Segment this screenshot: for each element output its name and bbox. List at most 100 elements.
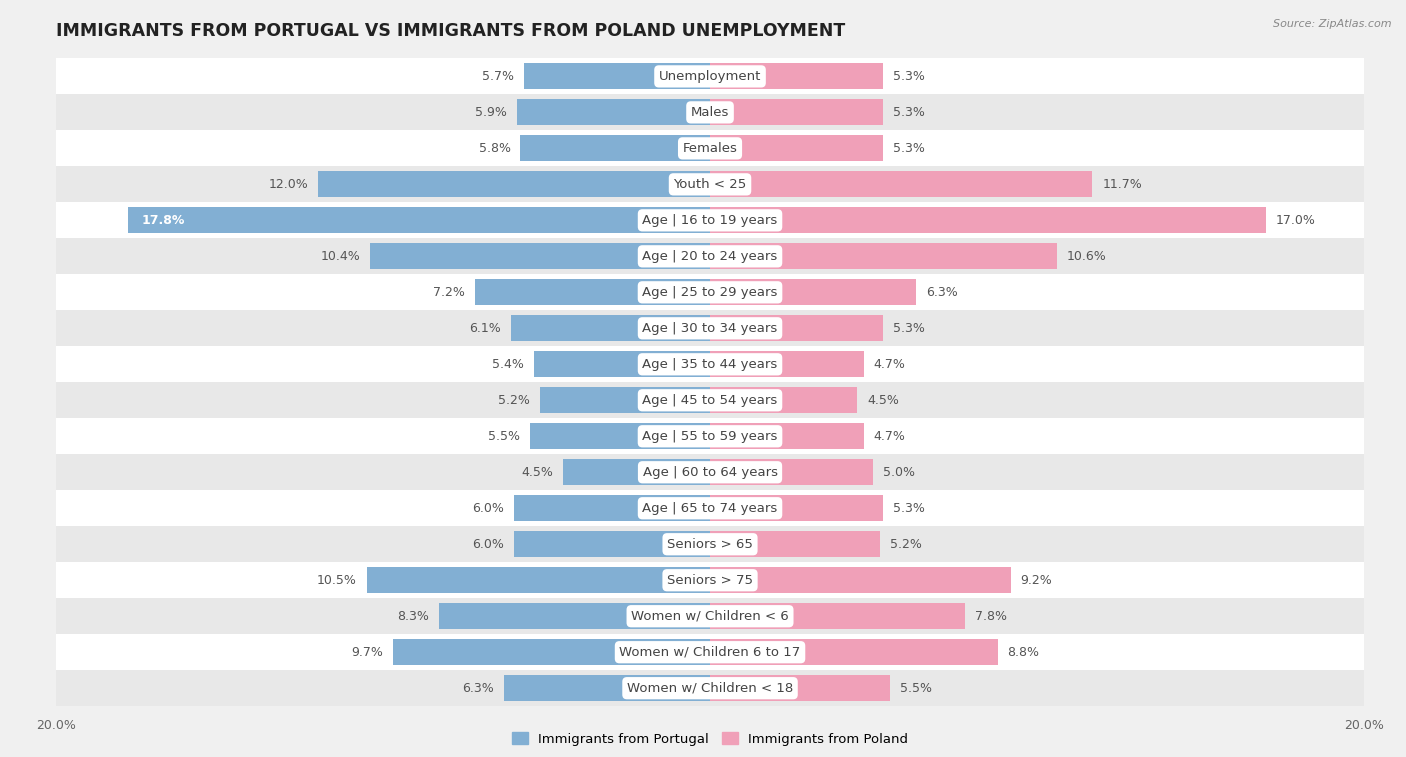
Bar — [710, 639, 998, 665]
Text: Age | 16 to 19 years: Age | 16 to 19 years — [643, 213, 778, 227]
Bar — [56, 382, 1364, 419]
Text: 12.0%: 12.0% — [269, 178, 308, 191]
Text: Women w/ Children 6 to 17: Women w/ Children 6 to 17 — [620, 646, 800, 659]
Text: 5.3%: 5.3% — [893, 322, 925, 335]
Text: 7.2%: 7.2% — [433, 286, 465, 299]
Bar — [710, 675, 890, 701]
Text: 6.0%: 6.0% — [472, 502, 505, 515]
Text: 5.7%: 5.7% — [482, 70, 515, 83]
Bar — [710, 388, 858, 413]
Bar — [56, 346, 1364, 382]
Text: Age | 45 to 54 years: Age | 45 to 54 years — [643, 394, 778, 407]
Bar — [56, 562, 1364, 598]
Text: 10.4%: 10.4% — [321, 250, 360, 263]
Bar — [562, 459, 710, 485]
Bar — [439, 603, 710, 629]
Bar — [367, 567, 710, 593]
Bar — [523, 64, 710, 89]
Bar — [56, 634, 1364, 670]
Bar — [318, 171, 710, 198]
Bar — [392, 639, 710, 665]
Bar — [370, 243, 710, 269]
Bar — [56, 202, 1364, 238]
Bar — [710, 207, 1265, 233]
Bar — [56, 95, 1364, 130]
Text: 7.8%: 7.8% — [974, 609, 1007, 623]
Bar — [530, 423, 710, 449]
Text: 17.8%: 17.8% — [141, 213, 184, 227]
Text: 9.2%: 9.2% — [1021, 574, 1052, 587]
Text: 9.7%: 9.7% — [352, 646, 382, 659]
Bar — [56, 167, 1364, 202]
Bar — [710, 279, 915, 305]
Bar — [515, 495, 710, 522]
Bar — [710, 423, 863, 449]
Text: Age | 30 to 34 years: Age | 30 to 34 years — [643, 322, 778, 335]
Bar — [56, 598, 1364, 634]
Text: Females: Females — [682, 142, 738, 155]
Text: 5.8%: 5.8% — [478, 142, 510, 155]
Text: 8.8%: 8.8% — [1008, 646, 1039, 659]
Text: Youth < 25: Youth < 25 — [673, 178, 747, 191]
Legend: Immigrants from Portugal, Immigrants from Poland: Immigrants from Portugal, Immigrants fro… — [506, 727, 914, 751]
Text: Women w/ Children < 18: Women w/ Children < 18 — [627, 682, 793, 695]
Text: 5.5%: 5.5% — [900, 682, 932, 695]
Text: 10.5%: 10.5% — [318, 574, 357, 587]
Text: IMMIGRANTS FROM PORTUGAL VS IMMIGRANTS FROM POLAND UNEMPLOYMENT: IMMIGRANTS FROM PORTUGAL VS IMMIGRANTS F… — [56, 22, 845, 40]
Bar — [710, 459, 873, 485]
Text: Age | 25 to 29 years: Age | 25 to 29 years — [643, 286, 778, 299]
Text: 5.9%: 5.9% — [475, 106, 508, 119]
Bar — [710, 351, 863, 377]
Text: 5.2%: 5.2% — [498, 394, 530, 407]
Text: 5.3%: 5.3% — [893, 142, 925, 155]
Bar — [710, 243, 1056, 269]
Bar — [56, 526, 1364, 562]
Text: Source: ZipAtlas.com: Source: ZipAtlas.com — [1274, 19, 1392, 29]
Text: Unemployment: Unemployment — [659, 70, 761, 83]
Text: Age | 35 to 44 years: Age | 35 to 44 years — [643, 358, 778, 371]
Bar — [56, 130, 1364, 167]
Bar — [710, 567, 1011, 593]
Text: 6.3%: 6.3% — [925, 286, 957, 299]
Bar — [510, 316, 710, 341]
Text: 10.6%: 10.6% — [1066, 250, 1107, 263]
Text: Age | 60 to 64 years: Age | 60 to 64 years — [643, 466, 778, 478]
Text: 5.3%: 5.3% — [893, 106, 925, 119]
Text: 5.2%: 5.2% — [890, 537, 922, 551]
Bar — [56, 419, 1364, 454]
Bar — [533, 351, 710, 377]
Text: Males: Males — [690, 106, 730, 119]
Text: 4.5%: 4.5% — [868, 394, 898, 407]
Bar — [710, 64, 883, 89]
Bar — [540, 388, 710, 413]
Bar — [56, 670, 1364, 706]
Text: 17.0%: 17.0% — [1275, 213, 1316, 227]
Bar — [710, 495, 883, 522]
Text: 5.0%: 5.0% — [883, 466, 915, 478]
Bar — [128, 207, 710, 233]
Text: 4.5%: 4.5% — [522, 466, 553, 478]
Bar — [710, 603, 965, 629]
Bar — [56, 491, 1364, 526]
Text: 6.1%: 6.1% — [470, 322, 501, 335]
Bar — [475, 279, 710, 305]
Bar — [515, 531, 710, 557]
Text: Seniors > 75: Seniors > 75 — [666, 574, 754, 587]
Text: 6.0%: 6.0% — [472, 537, 505, 551]
Text: 5.4%: 5.4% — [492, 358, 523, 371]
Text: Age | 20 to 24 years: Age | 20 to 24 years — [643, 250, 778, 263]
Text: Age | 55 to 59 years: Age | 55 to 59 years — [643, 430, 778, 443]
Bar — [56, 58, 1364, 95]
Bar — [517, 99, 710, 126]
Text: 6.3%: 6.3% — [463, 682, 495, 695]
Bar — [56, 454, 1364, 491]
Bar — [710, 531, 880, 557]
Bar — [710, 136, 883, 161]
Text: 5.5%: 5.5% — [488, 430, 520, 443]
Bar — [56, 310, 1364, 346]
Text: Age | 65 to 74 years: Age | 65 to 74 years — [643, 502, 778, 515]
Bar — [56, 238, 1364, 274]
Bar — [710, 316, 883, 341]
Text: 5.3%: 5.3% — [893, 502, 925, 515]
Text: 8.3%: 8.3% — [396, 609, 429, 623]
